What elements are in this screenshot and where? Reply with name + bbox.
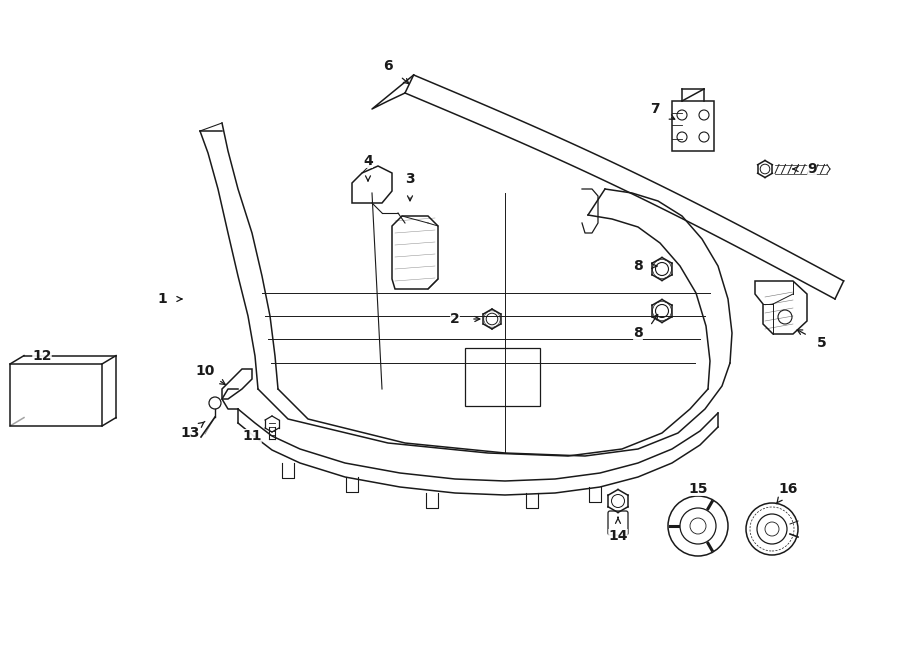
Text: 16: 16 bbox=[778, 482, 797, 496]
Text: 15: 15 bbox=[688, 482, 707, 496]
Text: 11: 11 bbox=[242, 429, 262, 443]
Text: 7: 7 bbox=[650, 102, 660, 116]
Text: 14: 14 bbox=[608, 529, 628, 543]
Text: 3: 3 bbox=[405, 172, 415, 186]
Text: 2: 2 bbox=[450, 312, 460, 326]
Text: 6: 6 bbox=[383, 59, 392, 73]
Text: 9: 9 bbox=[807, 162, 817, 176]
Text: 8: 8 bbox=[633, 326, 643, 340]
Text: 8: 8 bbox=[633, 259, 643, 273]
Text: 12: 12 bbox=[32, 349, 52, 363]
Text: 5: 5 bbox=[817, 336, 827, 350]
Text: 1: 1 bbox=[158, 292, 166, 306]
Text: 10: 10 bbox=[195, 364, 215, 378]
Text: 4: 4 bbox=[363, 154, 373, 168]
Text: 13: 13 bbox=[180, 426, 200, 440]
